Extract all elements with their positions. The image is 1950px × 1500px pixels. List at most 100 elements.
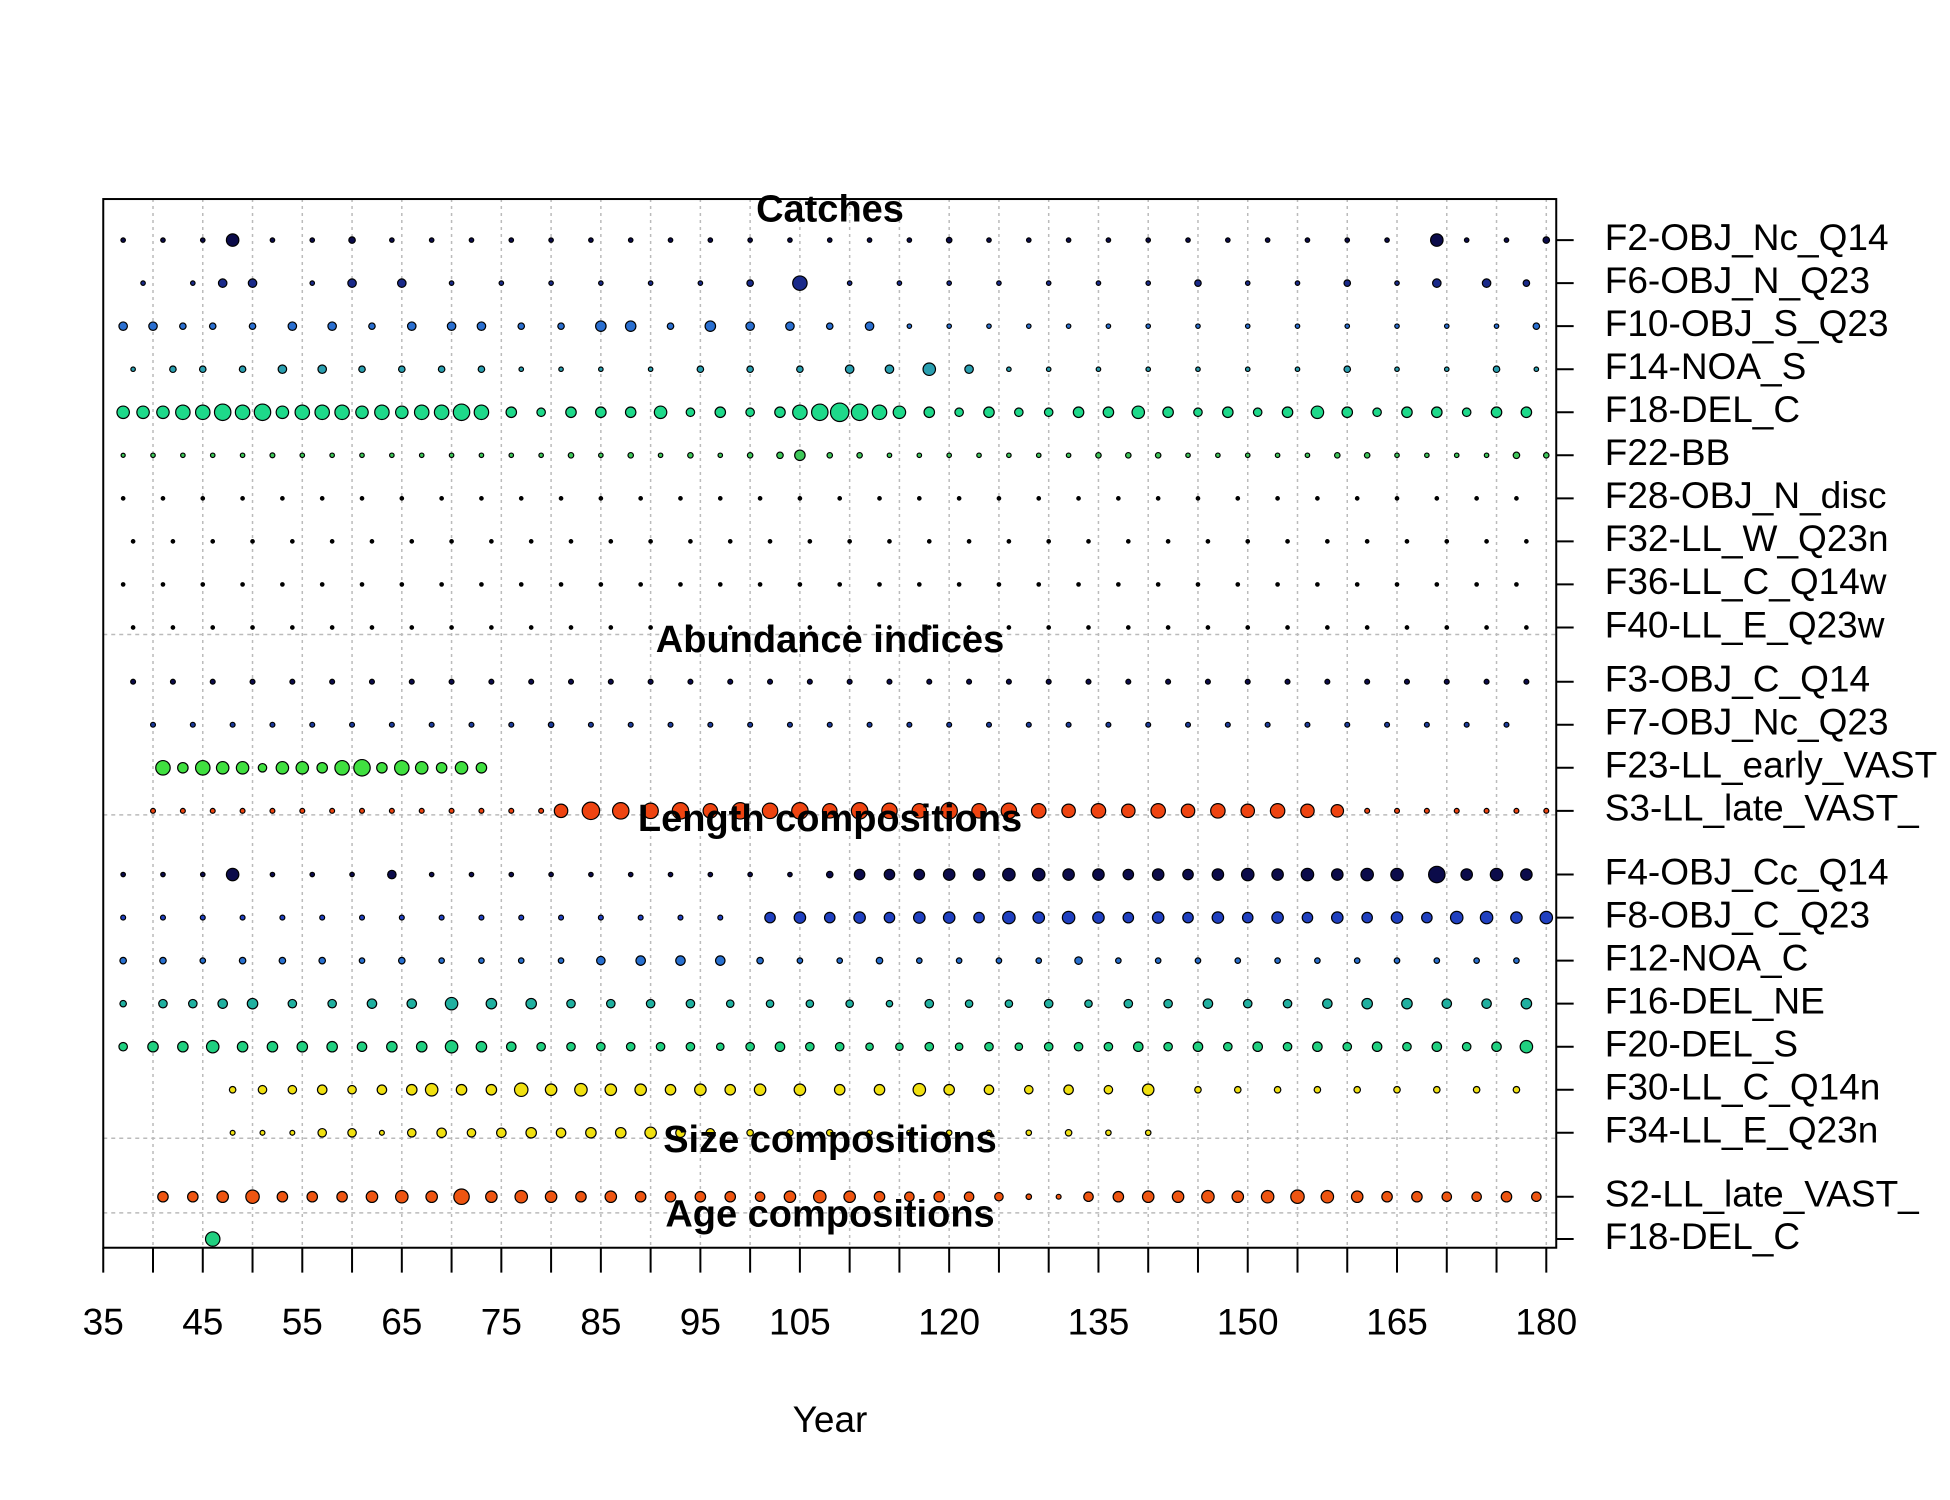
data-point [1233,1085,1242,1094]
data-point [155,759,171,776]
data-point [240,582,245,587]
data-point [1460,868,1473,881]
data-point [1531,1191,1542,1203]
data-point [1474,496,1479,501]
data-point [1394,280,1400,286]
data-point [767,539,773,544]
data-point [205,1039,220,1054]
data-point [598,280,604,286]
data-point [259,1129,266,1136]
data-point [1014,1042,1024,1052]
data-point [727,539,733,544]
data-point [846,678,853,685]
data-point [1325,625,1330,630]
data-point [954,407,964,418]
data-point [1434,582,1440,587]
data-point [1543,807,1550,814]
data-point [1290,1189,1305,1205]
data-point [1004,999,1014,1008]
x-tick-label: 105 [769,1302,831,1343]
data-point [149,807,157,814]
data-point [1513,957,1520,964]
data-point [1301,911,1314,924]
data-point [329,625,335,630]
data-point [605,998,616,1009]
data-point [1325,539,1330,544]
data-point [215,760,230,775]
data-point [608,625,614,630]
data-point [438,957,445,964]
data-point [1304,452,1311,459]
data-point [595,320,607,333]
data-point [667,871,674,878]
data-point [667,721,674,728]
data-point [1154,451,1162,459]
data-point [1441,1191,1453,1203]
data-point [316,761,329,774]
data-point [1211,911,1225,924]
data-point [279,914,286,921]
data-point [295,760,310,775]
data-point [508,237,515,243]
data-point [792,275,808,291]
data-point [942,911,956,924]
data-point [479,496,484,501]
data-point [675,1127,686,1139]
data-point [1065,237,1072,243]
data-point [280,582,285,587]
data-point [498,280,505,286]
data-point [614,1126,627,1139]
data-point [1141,1083,1155,1097]
data-point [1342,1041,1353,1052]
data-point [280,496,285,501]
data-point [159,914,167,921]
data-point [685,998,696,1009]
row-points [120,865,1533,884]
data-point [489,539,494,544]
data-point [1330,868,1344,881]
data-point [567,451,575,459]
data-point [1330,804,1345,818]
data-point [836,957,844,964]
data-point [1431,278,1442,288]
data-point [1103,1041,1114,1052]
data-point [1171,1190,1185,1204]
data-point [1194,957,1202,964]
data-point [1393,807,1401,814]
data-point [1083,1191,1094,1203]
data-point [1520,406,1533,419]
data-point [1036,582,1042,587]
data-point [394,1189,409,1204]
data-point [513,1082,529,1098]
data-point [611,802,630,820]
data-point [717,452,724,459]
data-point [727,625,733,630]
data-point [608,539,614,544]
data-point [756,956,764,965]
data-point [942,868,956,881]
data-point [287,998,298,1009]
data-point [792,404,808,421]
data-point [1145,237,1152,243]
data-point [140,280,146,286]
data-point [624,320,637,333]
data-point [1281,406,1294,419]
data-point [1202,998,1214,1009]
data-point [786,721,793,728]
data-point [717,914,724,921]
row-points [149,721,1510,729]
data-point [200,496,206,501]
data-point [558,582,564,587]
data-point [1204,678,1211,685]
data-point [1005,678,1012,685]
data-point [966,625,972,630]
row-points [140,275,1531,291]
data-point [983,406,995,419]
data-point [638,582,644,587]
data-point [1269,803,1286,819]
data-point [1394,496,1400,501]
data-point [846,280,853,286]
data-point [1341,406,1354,419]
data-point [528,539,534,544]
data-point [821,803,838,819]
